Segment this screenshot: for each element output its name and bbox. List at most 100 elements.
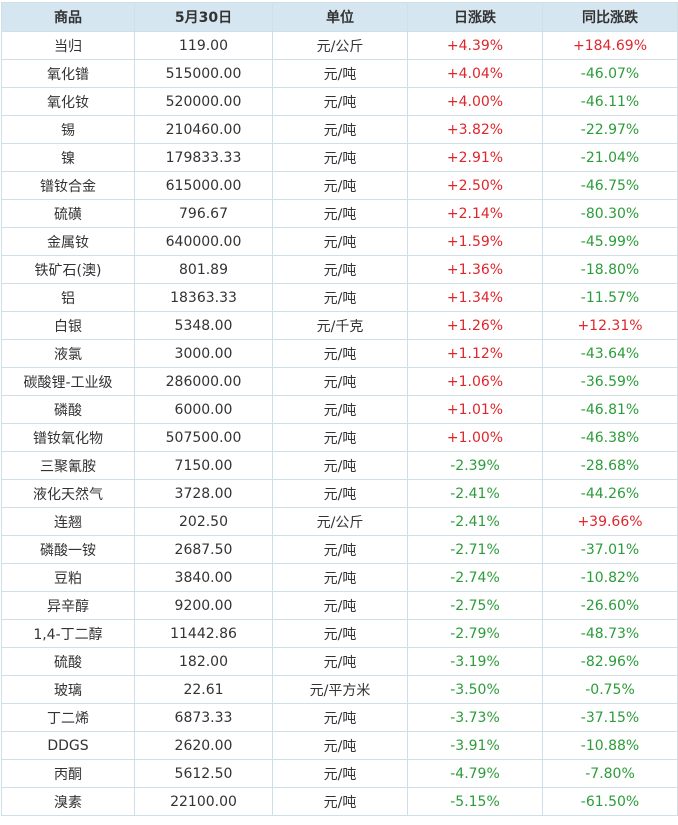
price-cell: 520000.00	[134, 87, 273, 116]
yoy-change-cell: -80.30%	[542, 199, 678, 228]
daily-change-cell: -2.75%	[407, 591, 543, 620]
table-row: 镨钕合金 615000.00 元/吨 +2.50% -46.75%	[1, 171, 678, 200]
daily-change-cell: -5.15%	[407, 787, 543, 816]
unit-cell: 元/吨	[272, 619, 408, 648]
table-row: 铁矿石(澳) 801.89 元/吨 +1.36% -18.80%	[1, 255, 678, 284]
table-row: 溴素 22100.00 元/吨 -5.15% -61.50%	[1, 787, 678, 816]
daily-change-cell: +4.39%	[407, 31, 543, 60]
price-cell: 182.00	[134, 647, 273, 676]
table-row: 三聚氰胺 7150.00 元/吨 -2.39% -28.68%	[1, 451, 678, 480]
commodity-name-cell: 液氯	[1, 339, 135, 368]
unit-cell: 元/吨	[272, 143, 408, 172]
table-row: 豆粕 3840.00 元/吨 -2.74% -10.82%	[1, 563, 678, 592]
header-row: 商品 5月30日 单位 日涨跌 同比涨跌	[1, 2, 678, 32]
unit-cell: 元/公斤	[272, 31, 408, 60]
header-date-price: 5月30日	[134, 2, 273, 32]
header-unit: 单位	[272, 2, 408, 32]
table-row: 氧化钕 520000.00 元/吨 +4.00% -46.11%	[1, 87, 678, 116]
price-cell: 119.00	[134, 31, 273, 60]
price-cell: 796.67	[134, 199, 273, 228]
commodity-name-cell: 铁矿石(澳)	[1, 255, 135, 284]
daily-change-cell: +1.26%	[407, 311, 543, 340]
table-row: 磷酸 6000.00 元/吨 +1.01% -46.81%	[1, 395, 678, 424]
table-row: 硫磺 796.67 元/吨 +2.14% -80.30%	[1, 199, 678, 228]
commodity-name-cell: 丙酮	[1, 759, 135, 788]
commodity-name-cell: DDGS	[1, 731, 135, 760]
yoy-change-cell: -37.15%	[542, 703, 678, 732]
header-yoy-change: 同比涨跌	[542, 2, 678, 32]
price-cell: 615000.00	[134, 171, 273, 200]
table-row: 丁二烯 6873.33 元/吨 -3.73% -37.15%	[1, 703, 678, 732]
table-header: 商品 5月30日 单位 日涨跌 同比涨跌	[1, 2, 678, 32]
table-row: 丙酮 5612.50 元/吨 -4.79% -7.80%	[1, 759, 678, 788]
daily-change-cell: -2.41%	[407, 479, 543, 508]
table-row: 磷酸一铵 2687.50 元/吨 -2.71% -37.01%	[1, 535, 678, 564]
price-cell: 202.50	[134, 507, 273, 536]
daily-change-cell: -4.79%	[407, 759, 543, 788]
daily-change-cell: +3.82%	[407, 115, 543, 144]
unit-cell: 元/公斤	[272, 507, 408, 536]
daily-change-cell: +1.01%	[407, 395, 543, 424]
table-row: 金属钕 640000.00 元/吨 +1.59% -45.99%	[1, 227, 678, 256]
header-daily-change: 日涨跌	[407, 2, 543, 32]
daily-change-cell: -3.91%	[407, 731, 543, 760]
table-row: 1,4-丁二醇 11442.86 元/吨 -2.79% -48.73%	[1, 619, 678, 648]
commodity-name-cell: 氧化钕	[1, 87, 135, 116]
yoy-change-cell: -46.11%	[542, 87, 678, 116]
unit-cell: 元/吨	[272, 423, 408, 452]
commodity-name-cell: 丁二烯	[1, 703, 135, 732]
table-row: 连翘 202.50 元/公斤 -2.41% +39.66%	[1, 507, 678, 536]
commodity-name-cell: 当归	[1, 31, 135, 60]
unit-cell: 元/吨	[272, 283, 408, 312]
commodity-name-cell: 白银	[1, 311, 135, 340]
yoy-change-cell: -11.57%	[542, 283, 678, 312]
unit-cell: 元/千克	[272, 311, 408, 340]
price-cell: 3728.00	[134, 479, 273, 508]
commodity-name-cell: 碳酸锂-工业级	[1, 367, 135, 396]
yoy-change-cell: -10.82%	[542, 563, 678, 592]
daily-change-cell: +1.06%	[407, 367, 543, 396]
price-cell: 640000.00	[134, 227, 273, 256]
unit-cell: 元/吨	[272, 255, 408, 284]
daily-change-cell: +1.00%	[407, 423, 543, 452]
yoy-change-cell: +39.66%	[542, 507, 678, 536]
unit-cell: 元/吨	[272, 339, 408, 368]
table-row: 白银 5348.00 元/千克 +1.26% +12.31%	[1, 311, 678, 340]
price-cell: 18363.33	[134, 283, 273, 312]
unit-cell: 元/吨	[272, 395, 408, 424]
yoy-change-cell: +12.31%	[542, 311, 678, 340]
table-row: 玻璃 22.61 元/平方米 -3.50% -0.75%	[1, 675, 678, 704]
daily-change-cell: -2.74%	[407, 563, 543, 592]
commodity-name-cell: 硫酸	[1, 647, 135, 676]
price-cell: 22.61	[134, 675, 273, 704]
price-cell: 2687.50	[134, 535, 273, 564]
yoy-change-cell: -7.80%	[542, 759, 678, 788]
daily-change-cell: -2.39%	[407, 451, 543, 480]
commodity-name-cell: 锡	[1, 115, 135, 144]
unit-cell: 元/吨	[272, 731, 408, 760]
commodity-name-cell: 豆粕	[1, 563, 135, 592]
unit-cell: 元/吨	[272, 703, 408, 732]
yoy-change-cell: +184.69%	[542, 31, 678, 60]
unit-cell: 元/吨	[272, 59, 408, 88]
commodity-name-cell: 铝	[1, 283, 135, 312]
daily-change-cell: +1.36%	[407, 255, 543, 284]
commodity-name-cell: 1,4-丁二醇	[1, 619, 135, 648]
price-cell: 6873.33	[134, 703, 273, 732]
commodity-name-cell: 液化天然气	[1, 479, 135, 508]
table-row: 液化天然气 3728.00 元/吨 -2.41% -44.26%	[1, 479, 678, 508]
daily-change-cell: -3.19%	[407, 647, 543, 676]
daily-change-cell: -2.71%	[407, 535, 543, 564]
price-cell: 286000.00	[134, 367, 273, 396]
unit-cell: 元/吨	[272, 563, 408, 592]
yoy-change-cell: -44.26%	[542, 479, 678, 508]
commodity-name-cell: 玻璃	[1, 675, 135, 704]
commodity-name-cell: 溴素	[1, 787, 135, 816]
table-row: 液氯 3000.00 元/吨 +1.12% -43.64%	[1, 339, 678, 368]
unit-cell: 元/吨	[272, 759, 408, 788]
table-row: 碳酸锂-工业级 286000.00 元/吨 +1.06% -36.59%	[1, 367, 678, 396]
price-cell: 3000.00	[134, 339, 273, 368]
daily-change-cell: +1.59%	[407, 227, 543, 256]
commodity-name-cell: 连翘	[1, 507, 135, 536]
yoy-change-cell: -28.68%	[542, 451, 678, 480]
